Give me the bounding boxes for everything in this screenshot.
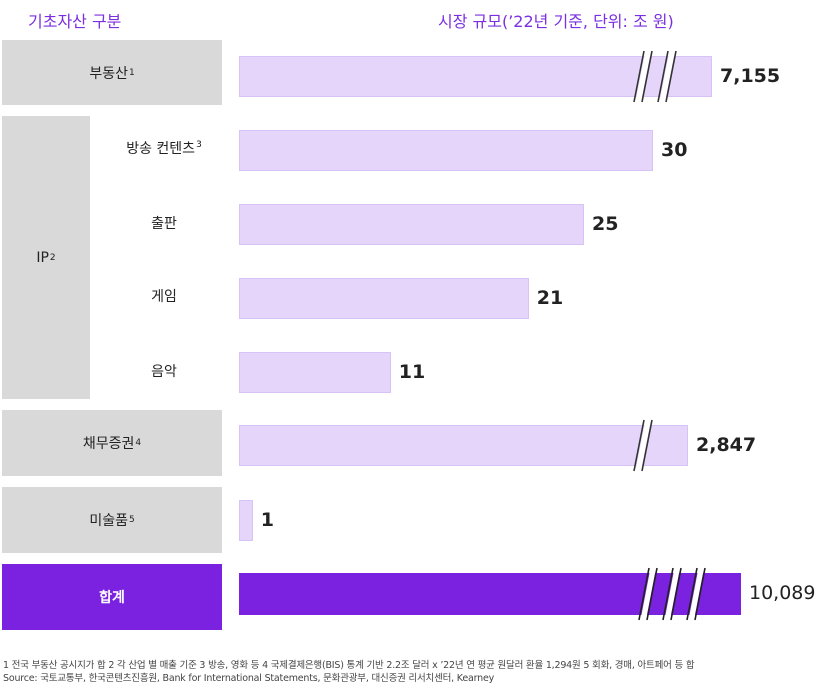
axis-break-gap xyxy=(664,568,680,620)
bar-value-label: 10,089 xyxy=(749,582,816,604)
axis-break-stroke xyxy=(633,419,645,472)
bar-value-label: 2,847 xyxy=(696,433,757,456)
source-note: Source: 국토교통부, 한국콘텐츠진흥원, Bank for Intern… xyxy=(3,673,495,684)
subcategory-publishing: 출판 xyxy=(92,213,236,233)
axis-break-icon xyxy=(633,419,653,472)
axis-break-stroke xyxy=(662,567,674,621)
right-column-header: 시장 규모(’22년 기준, 단위: 조 원) xyxy=(438,12,674,31)
footnote-marker: 3 xyxy=(196,140,202,150)
axis-break-stroke xyxy=(686,567,698,621)
subcategory-label: 방송 컨텐츠 xyxy=(126,141,196,157)
axis-break-gap xyxy=(640,568,656,620)
subcategory-broadcast-content: 방송 컨텐츠3 xyxy=(92,138,236,158)
bar-real-estate xyxy=(239,56,712,97)
axis-break-stroke xyxy=(633,50,645,103)
bar-publishing xyxy=(239,204,584,245)
bar-broadcast-content xyxy=(239,130,653,171)
subcategory-games: 게임 xyxy=(92,286,236,306)
bar-value-label: 30 xyxy=(661,138,688,161)
category-debt-securities: 채무증권 4 xyxy=(2,410,222,476)
axis-break-gap xyxy=(635,420,651,471)
axis-break-gap xyxy=(635,51,651,102)
subcategory-music: 음악 xyxy=(92,361,236,381)
axis-break-stroke xyxy=(694,567,706,621)
bar-value-label: 7,155 xyxy=(720,64,781,87)
category-real-estate: 부동산 1 xyxy=(2,40,222,105)
category-artwork: 미술품 5 xyxy=(2,487,222,553)
subcategory-label: 음악 xyxy=(151,364,177,380)
axis-break-gap xyxy=(659,51,675,102)
footnote-marker: 2 xyxy=(49,252,56,263)
bar-value-label: 1 xyxy=(260,508,275,531)
footnote-marker: 1 xyxy=(128,67,135,78)
bar-artwork xyxy=(239,500,253,541)
category-label: 채무증권 xyxy=(82,436,135,452)
bar-debt-securities xyxy=(239,425,688,466)
category-ip: IP 2 xyxy=(2,116,90,399)
axis-break-stroke xyxy=(657,50,669,103)
bar-value-label: 21 xyxy=(536,286,564,309)
axis-break-stroke xyxy=(646,567,658,621)
category-label: 미술품 xyxy=(89,513,128,529)
left-column-header: 기초자산 구분 xyxy=(28,12,122,31)
footnotes: 1 전국 부동산 공시지가 합 2 각 산업 별 매출 기준 3 방송, 영화 … xyxy=(3,660,695,671)
bar-value-label: 25 xyxy=(592,212,619,235)
axis-break-gap xyxy=(688,568,704,620)
axis-break-stroke xyxy=(641,50,653,103)
bar-games xyxy=(239,278,529,319)
category-label: IP xyxy=(36,249,49,266)
axis-break-stroke xyxy=(670,567,682,621)
bar-music xyxy=(239,352,391,393)
bar-value-label: 11 xyxy=(398,360,426,383)
axis-break-stroke xyxy=(641,419,653,472)
subcategory-label: 출판 xyxy=(151,216,177,232)
subcategory-label: 게임 xyxy=(151,289,177,305)
axis-break-icon xyxy=(633,50,677,103)
category-label: 합계 xyxy=(99,590,125,606)
axis-break-stroke xyxy=(638,567,650,621)
axis-break-stroke xyxy=(665,50,677,103)
footnote-marker: 5 xyxy=(128,515,135,525)
axis-break-icon xyxy=(638,567,706,621)
footnote-marker: 4 xyxy=(135,438,142,448)
category-label: 부동산 xyxy=(89,65,128,82)
category-total: 합계 xyxy=(2,564,222,630)
bar-total xyxy=(239,573,741,615)
